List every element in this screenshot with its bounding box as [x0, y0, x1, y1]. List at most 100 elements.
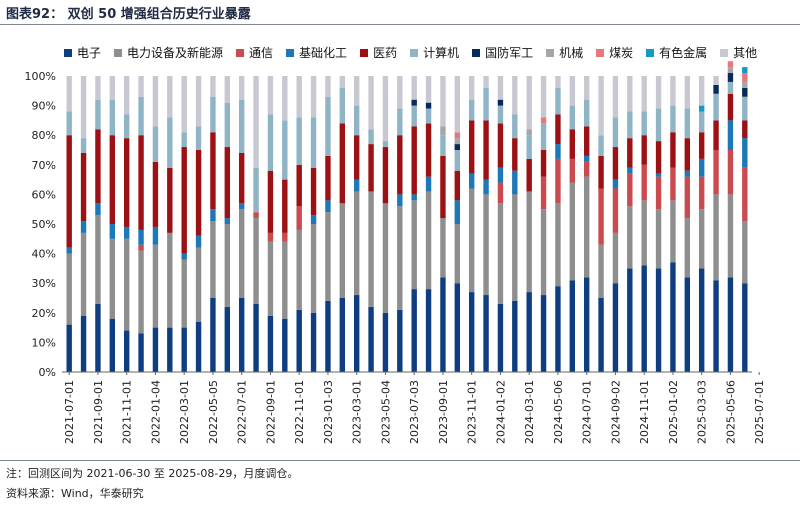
x-tick-label: 2025-07-01 [753, 380, 766, 444]
bar-segment [109, 224, 116, 239]
bar-segment [698, 176, 705, 210]
bar-segment [224, 102, 231, 148]
bar-segment [641, 164, 647, 201]
bar-segment [497, 182, 504, 204]
bar-segment [310, 224, 317, 313]
bar-segment [195, 235, 202, 248]
bar-segment [497, 105, 504, 124]
bar-segment [425, 76, 432, 103]
x-tick-label: 2021-11-01 [121, 380, 134, 444]
bar-segment [80, 315, 87, 372]
bar-segment [670, 262, 676, 372]
bar-segment [526, 158, 532, 192]
bar-segment [238, 203, 245, 210]
y-tick-label: 20% [32, 307, 56, 320]
bar-segment [641, 135, 647, 165]
bar-segment [641, 76, 647, 112]
x-tick-label: 2024-03-01 [523, 380, 536, 444]
chart-title: 图表92： 双创 50 增强组合历史行业暴露 [6, 7, 251, 22]
bar-segment [253, 212, 259, 219]
legend-swatch [546, 48, 555, 57]
legend-item: 国防军工 [472, 44, 533, 61]
bar-segment [253, 303, 259, 372]
title-divider [0, 24, 800, 25]
bar-segment [440, 126, 446, 136]
bar-segment [627, 167, 633, 174]
bar-segment [382, 76, 389, 142]
bar-segment [181, 132, 187, 148]
bar-segment [526, 191, 532, 293]
x-tick-label: 2024-07-01 [581, 380, 594, 444]
legend-label: 医药 [373, 46, 398, 60]
bar-segment [555, 158, 561, 204]
bar-segment [655, 268, 662, 372]
bar-segment [698, 268, 705, 372]
bar-segment [296, 309, 302, 372]
bar-segment [339, 76, 346, 88]
legend-label: 国防军工 [485, 46, 534, 60]
bar-segment [296, 76, 302, 118]
bar-segment [195, 247, 202, 322]
bar-segment [195, 150, 202, 236]
bar-segment [282, 76, 288, 121]
bar-segment [123, 238, 130, 331]
legend-item: 电力设备及新能源 [114, 44, 223, 61]
bar-segment [267, 114, 274, 171]
bar-segment [468, 173, 475, 189]
bar-segment [670, 167, 676, 201]
legend-swatch [596, 48, 605, 57]
stacked-bar-chart: 0% 10% 20% 30% 40% 50% 60% 70% 80% 90% 100% 2021-07… [25, 61, 766, 444]
bar-segment [569, 76, 576, 106]
bar-segment [742, 283, 748, 372]
bar-segment [468, 120, 475, 174]
bar-segment [80, 138, 87, 153]
y-tick-label: 10% [32, 336, 56, 349]
bar-segment [253, 167, 259, 213]
bar-segment [627, 138, 633, 168]
bar-segment [468, 188, 475, 293]
bar-segment [167, 167, 173, 233]
bar-segment [181, 259, 187, 328]
x-tick-label: 2024-01-02 [494, 380, 507, 444]
legend-item: 煤炭 [596, 44, 633, 61]
bar-segment [440, 135, 446, 156]
bar-segment [210, 132, 216, 210]
bar-segment [80, 221, 87, 233]
bar-segment [382, 141, 389, 148]
bar-segment [598, 188, 604, 245]
bar-segment [569, 182, 576, 281]
legend-swatch [410, 48, 419, 57]
x-tick-label: 2022-09-01 [264, 380, 277, 444]
bar-segment [210, 221, 216, 298]
bar-segment [411, 289, 417, 372]
bar-segment [296, 229, 302, 310]
bar-segment [253, 218, 259, 304]
bar-segment [310, 215, 317, 224]
bar-segment [267, 170, 274, 233]
bar-segment [483, 295, 489, 372]
bar-segment [123, 76, 130, 115]
x-tick-label: 2023-01-03 [322, 380, 335, 444]
bar-segment [123, 138, 130, 227]
y-tick-label: 40% [32, 248, 56, 261]
legend-swatch [114, 48, 123, 57]
bar-segment [368, 76, 374, 130]
bar-segment [583, 277, 590, 372]
y-tick-label: 60% [32, 188, 56, 201]
bar-segment [353, 295, 360, 372]
bar-segment [152, 327, 159, 372]
bar-segment [497, 203, 504, 304]
bar-segment [698, 209, 705, 269]
bar-segment [727, 67, 734, 74]
bar-segment [95, 76, 101, 100]
bar-segment [526, 135, 532, 159]
bar-segment [210, 76, 216, 97]
y-tick-label: 50% [32, 218, 56, 231]
bar-segment [95, 203, 101, 216]
bar-segment [181, 76, 187, 133]
bar-segment [282, 318, 288, 372]
bar-segment [526, 129, 532, 136]
x-tick-label: 2024-05-06 [552, 380, 565, 444]
bar-segment [612, 188, 619, 233]
bar-segment [684, 218, 691, 278]
